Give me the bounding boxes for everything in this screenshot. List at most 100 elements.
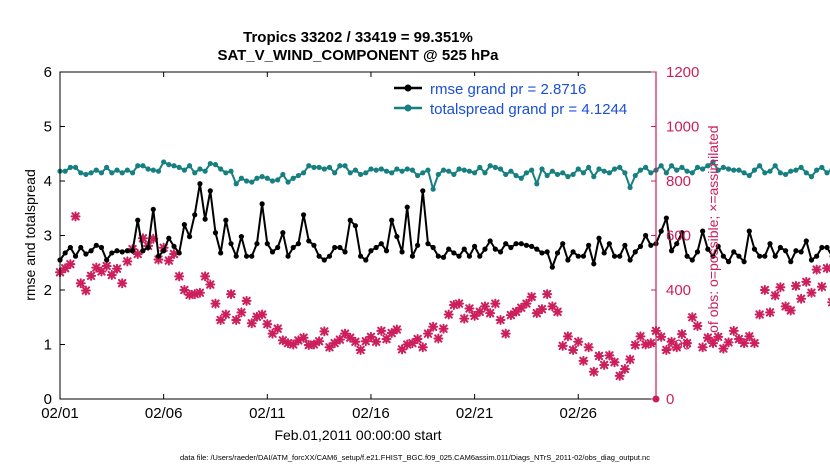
series-totalspread-point: [207, 160, 213, 167]
series-rmse-point: [275, 244, 281, 251]
y-tick-label: 0: [44, 391, 52, 408]
obs-marker: [464, 303, 475, 314]
series-rmse-point: [207, 188, 213, 194]
series-rmse-point: [161, 248, 167, 254]
y-tick-label-right: 1000: [666, 119, 699, 136]
y-tick-label: 1: [44, 337, 52, 354]
series-totalspread-point: [140, 163, 146, 169]
series-totalspread-point: [627, 184, 633, 191]
series-rmse-point: [492, 246, 498, 252]
series-rmse-point: [451, 250, 457, 256]
series-totalspread-point: [129, 170, 136, 176]
series-totalspread-point: [342, 163, 348, 169]
obs-marker: [739, 338, 750, 349]
series-rmse-point: [62, 250, 68, 256]
y-tick-label-right: 1200: [666, 64, 699, 81]
obs-marker: [744, 331, 755, 342]
obs-marker: [422, 328, 433, 339]
series-totalspread-point: [565, 174, 571, 180]
obs-marker: [194, 287, 205, 298]
series-totalspread-point: [321, 166, 327, 172]
y-tick-label-right: 0: [666, 391, 674, 408]
series-totalspread-point: [529, 167, 535, 173]
series-totalspread-point: [383, 168, 390, 174]
series-rmse-point: [544, 249, 550, 255]
series-rmse-point: [461, 246, 467, 252]
series-rmse-point: [782, 248, 789, 254]
series-totalspread-point: [461, 167, 467, 173]
obs-marker: [169, 249, 180, 260]
series-totalspread-point: [347, 170, 353, 176]
obs-marker: [573, 336, 584, 347]
series-rmse-point: [316, 253, 322, 259]
obs-marker: [536, 304, 547, 315]
series-rmse-point: [171, 243, 177, 249]
series-totalspread-point: [238, 175, 244, 181]
series-totalspread-point: [300, 170, 307, 176]
obs-marker: [635, 331, 646, 342]
series-totalspread-point: [145, 166, 151, 172]
y-tick-label-right: 400: [666, 282, 691, 299]
series-totalspread-point: [601, 168, 607, 174]
series-totalspread-point: [762, 170, 768, 176]
series-rmse-point: [824, 244, 830, 251]
series-totalspread-point: [337, 163, 343, 169]
obs-marker: [682, 338, 693, 349]
obs-marker: [759, 285, 770, 295]
series-rmse-point: [383, 248, 390, 254]
series-totalspread-point: [223, 170, 229, 176]
obs-marker: [257, 309, 268, 320]
x-tick-label: 02/11: [249, 405, 285, 422]
series-totalspread-point: [570, 171, 576, 178]
series-totalspread-point: [611, 166, 618, 172]
series-totalspread-point: [497, 166, 504, 172]
obs-marker: [562, 331, 573, 342]
series-totalspread-point: [700, 166, 706, 172]
series-rmse-point: [689, 257, 695, 263]
series-totalspread-point: [689, 170, 695, 176]
x-tick-label: 02/01: [41, 405, 79, 422]
series-rmse-point: [357, 253, 364, 259]
series-totalspread-point: [694, 164, 701, 170]
obs-marker: [676, 329, 687, 340]
series-totalspread-point: [482, 170, 488, 176]
series-rmse-point: [321, 257, 327, 263]
series-totalspread-point: [523, 170, 530, 176]
series-rmse-point: [186, 233, 193, 240]
series-rmse-point: [466, 253, 473, 259]
series-totalspread-point: [477, 164, 483, 170]
obs-marker: [298, 332, 309, 343]
series-totalspread-point: [725, 166, 732, 172]
series-rmse-point: [254, 241, 260, 247]
series-rmse-point: [746, 228, 752, 234]
series-rmse-point: [430, 244, 436, 251]
series-rmse-point: [565, 257, 571, 263]
series-totalspread-point: [632, 172, 638, 179]
series-rmse-point: [368, 248, 374, 254]
y-axis-label: rmse and totalspread: [22, 169, 38, 301]
series-rmse-point: [104, 257, 110, 263]
series-totalspread-point: [808, 174, 815, 180]
series-totalspread-point: [451, 171, 457, 178]
y-tick-label: 5: [44, 119, 52, 136]
obs-marker: [417, 342, 428, 353]
data-file-footnote: data file: /Users/raeder/DAI/ATM_forcXX/…: [180, 453, 650, 462]
series-rmse-point: [223, 217, 229, 223]
legend-label-spread: totalspread grand pr = 4.1244: [430, 101, 627, 118]
series-rmse-point: [409, 253, 416, 259]
obs-marker: [231, 314, 242, 325]
obs-marker: [583, 342, 594, 353]
series-rmse-point: [93, 242, 99, 248]
series-totalspread-point: [212, 162, 219, 168]
obs-marker: [692, 320, 703, 331]
series-totalspread-point: [218, 166, 224, 172]
series-rmse-point: [580, 253, 587, 259]
series-rmse-point: [135, 217, 141, 223]
series-rmse-point: [518, 241, 524, 247]
series-totalspread-point: [243, 178, 250, 184]
series-rmse-point: [109, 250, 115, 256]
obs-marker: [272, 323, 283, 334]
series-totalspread-point: [119, 170, 125, 176]
obs-marker: [101, 261, 112, 272]
obs-marker: [557, 340, 568, 351]
